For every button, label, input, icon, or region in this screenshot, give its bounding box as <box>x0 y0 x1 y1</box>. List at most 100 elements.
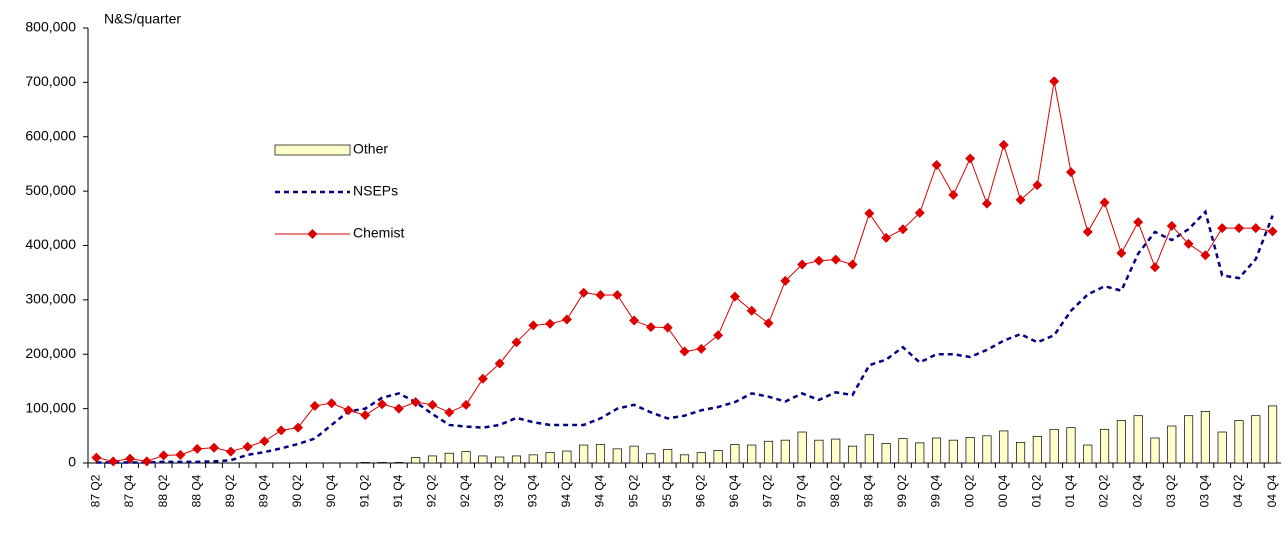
x-tick-label: 92 Q2 <box>425 474 439 507</box>
bar <box>1251 415 1261 464</box>
bar <box>1016 441 1026 464</box>
legend-label: Chemist <box>353 225 404 241</box>
bar <box>881 443 891 464</box>
bar <box>797 431 807 464</box>
marker <box>326 398 337 409</box>
bar <box>444 452 454 464</box>
y-tick-label: 200,000 <box>25 345 76 361</box>
marker <box>679 346 690 357</box>
x-tick-label: 99 Q2 <box>895 474 909 507</box>
marker <box>427 399 438 410</box>
x-tick-label: 90 Q4 <box>324 474 338 507</box>
bar <box>511 455 522 464</box>
x-tick-label: 01 Q4 <box>1063 474 1077 507</box>
marker <box>360 410 371 421</box>
marker <box>511 337 522 348</box>
bar <box>898 438 908 464</box>
bar <box>562 450 572 464</box>
bar <box>982 435 992 464</box>
marker <box>225 446 236 457</box>
bar <box>730 444 740 464</box>
marker <box>1183 238 1194 249</box>
x-tick-label: 01 Q2 <box>1030 474 1044 507</box>
bar <box>545 452 555 464</box>
marker <box>645 322 656 333</box>
marker <box>125 453 136 464</box>
bar <box>495 456 505 464</box>
bar <box>629 445 639 464</box>
bar <box>646 453 656 464</box>
bar <box>1200 410 1210 464</box>
marker <box>981 198 992 209</box>
marker <box>713 330 724 341</box>
marker <box>192 443 203 454</box>
bar <box>1049 428 1059 464</box>
marker <box>1267 226 1278 237</box>
marker <box>293 422 304 433</box>
marker <box>1049 76 1060 87</box>
bar <box>1083 444 1093 464</box>
bar <box>864 434 874 464</box>
x-tick-label: 97 Q2 <box>761 474 775 507</box>
y-tick-label: 700,000 <box>25 73 76 89</box>
bar <box>478 455 488 464</box>
bar <box>747 444 757 464</box>
marker <box>1166 220 1177 231</box>
bar <box>461 451 471 464</box>
x-tick-label: 04 Q4 <box>1265 474 1279 507</box>
x-tick-label: 98 Q2 <box>828 474 842 507</box>
x-tick-label: 92 Q4 <box>458 474 472 507</box>
bar <box>528 454 538 464</box>
marker <box>1217 223 1228 234</box>
marker <box>1082 226 1093 237</box>
legend-label: Other <box>353 141 388 157</box>
marker <box>813 255 824 266</box>
marker <box>1149 262 1160 273</box>
y-tick-label: 0 <box>68 454 76 470</box>
y-tick-label: 400,000 <box>25 236 76 252</box>
bar <box>377 462 387 464</box>
bar <box>1100 428 1110 464</box>
marker <box>931 160 942 171</box>
x-tick-label: 00 Q4 <box>996 474 1010 507</box>
y-tick-label: 800,000 <box>25 19 76 35</box>
marker <box>309 400 320 411</box>
bar <box>965 437 975 464</box>
marker <box>948 189 959 200</box>
y-tick-label: 100,000 <box>25 399 76 415</box>
bar <box>999 430 1009 464</box>
marker <box>461 399 472 410</box>
marker <box>1032 180 1043 191</box>
bar <box>1217 431 1227 464</box>
bar <box>948 439 958 464</box>
x-tick-label: 98 Q4 <box>862 474 876 507</box>
bar <box>1150 437 1160 464</box>
marker <box>343 405 354 416</box>
marker <box>175 449 186 460</box>
x-tick-label: 03 Q2 <box>1164 474 1178 507</box>
marker <box>595 289 606 300</box>
x-tick-label: 88 Q4 <box>189 474 203 507</box>
x-tick-label: 97 Q4 <box>794 474 808 507</box>
y-tick-label: 500,000 <box>25 182 76 198</box>
x-tick-label: 90 Q2 <box>290 474 304 507</box>
x-tick-label: 04 Q2 <box>1231 474 1245 507</box>
bar <box>763 440 774 464</box>
marker <box>1015 194 1026 205</box>
marker <box>897 224 908 235</box>
marker <box>830 254 841 265</box>
marker <box>578 287 589 298</box>
x-tick-label: 94 Q4 <box>593 474 607 507</box>
marker <box>864 208 875 219</box>
marker <box>91 452 102 463</box>
legend-marker <box>307 229 318 239</box>
marker <box>629 315 640 326</box>
x-tick-label: 02 Q2 <box>1097 474 1111 507</box>
x-tick-label: 91 Q2 <box>357 474 371 507</box>
x-tick-label: 87 Q2 <box>89 474 103 507</box>
marker <box>393 403 404 414</box>
legend-swatch <box>274 144 351 156</box>
marker <box>259 436 270 447</box>
bar <box>847 445 858 464</box>
